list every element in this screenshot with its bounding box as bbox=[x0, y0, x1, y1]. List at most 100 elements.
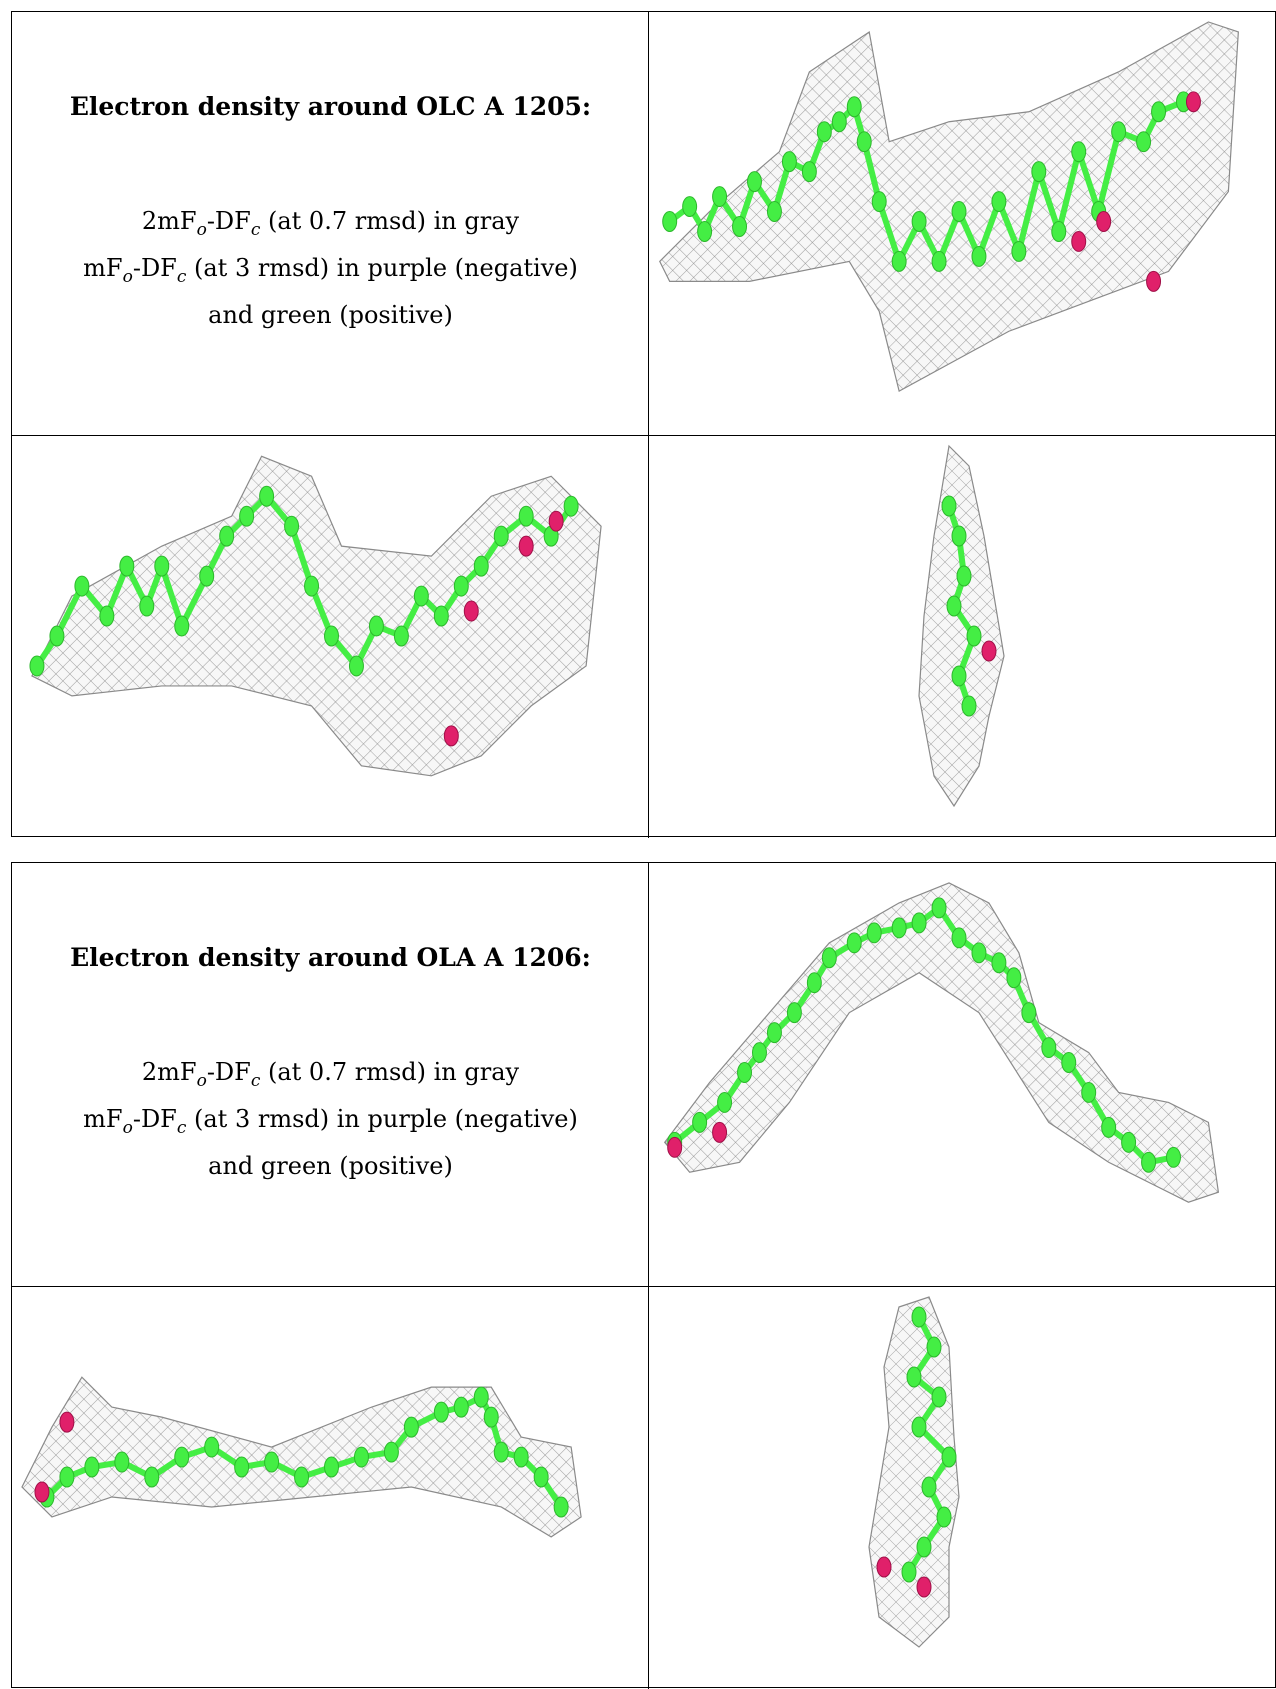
carbon-atom bbox=[119, 555, 135, 577]
caption-line-1: 2mFo-DFc (at 0.7 rmsd) in gray bbox=[12, 1053, 648, 1100]
carbon-atom bbox=[901, 1561, 917, 1583]
carbon-atom bbox=[911, 211, 927, 232]
carbon-atom bbox=[473, 555, 489, 577]
density-view bbox=[649, 863, 1276, 1287]
carbon-atom bbox=[1111, 121, 1127, 143]
panel-heading: Electron density around OLC A 1205: bbox=[69, 92, 592, 121]
carbon-atom bbox=[324, 625, 339, 647]
carbon-atom bbox=[493, 1441, 509, 1463]
caption-cell: Electron density around OLC A 1205: 2mFo… bbox=[12, 12, 649, 436]
caption-text: -DF bbox=[132, 253, 177, 282]
carbon-atom bbox=[1071, 141, 1087, 163]
caption-subscript: o bbox=[122, 266, 133, 287]
carbon-atom bbox=[1006, 967, 1022, 989]
figure-panel-ola-1206: Electron density around OLA A 1206: 2mFo… bbox=[11, 862, 1276, 1689]
carbon-atom bbox=[413, 585, 429, 607]
carbon-atom bbox=[393, 625, 409, 647]
caption-subscript: c bbox=[176, 1117, 187, 1138]
carbon-atom bbox=[59, 1466, 75, 1488]
carbon-atom bbox=[926, 1336, 942, 1358]
oxygen-atom bbox=[1096, 211, 1112, 232]
carbon-atom bbox=[931, 1386, 947, 1408]
carbon-atom bbox=[831, 111, 847, 133]
oxygen-atom bbox=[667, 1136, 683, 1158]
oxygen-atom bbox=[1185, 91, 1201, 113]
caption-text: (at 3 rmsd) in purple (negative) bbox=[186, 253, 578, 282]
carbon-atom bbox=[931, 897, 947, 919]
carbon-atom bbox=[304, 575, 320, 597]
carbon-atom bbox=[1031, 161, 1047, 183]
oxygen-atom bbox=[59, 1411, 75, 1433]
carbon-atom bbox=[891, 250, 907, 272]
carbon-atom bbox=[1081, 1081, 1097, 1103]
carbon-atom bbox=[911, 1416, 927, 1438]
carbon-atom bbox=[871, 191, 887, 213]
caption-subscript: o bbox=[122, 1117, 133, 1138]
carbon-atom bbox=[737, 1062, 752, 1083]
density-mesh-lines bbox=[869, 1297, 959, 1647]
carbon-atom bbox=[433, 1401, 449, 1423]
carbon-atom bbox=[1061, 1052, 1077, 1074]
carbon-atom bbox=[49, 625, 65, 647]
carbon-atom bbox=[766, 201, 782, 223]
carbon-atom bbox=[697, 221, 713, 242]
carbon-atom bbox=[1051, 221, 1067, 242]
carbon-atom bbox=[906, 1366, 922, 1388]
carbon-atom bbox=[563, 495, 579, 517]
carbon-atom bbox=[1141, 1151, 1157, 1173]
carbon-atom bbox=[493, 525, 509, 547]
carbon-atom bbox=[821, 947, 837, 969]
carbon-atom bbox=[1166, 1146, 1181, 1168]
carbon-atom bbox=[518, 505, 534, 527]
carbon-atom bbox=[84, 1456, 100, 1478]
caption-text: mF bbox=[83, 253, 123, 282]
carbon-atom bbox=[956, 565, 972, 587]
carbon-atom bbox=[781, 151, 797, 173]
carbon-atom bbox=[483, 1406, 499, 1428]
panel-caption: 2mFo-DFc (at 0.7 rmsd) in gray mFo-DFc (… bbox=[12, 1053, 648, 1185]
carbon-atom bbox=[916, 1536, 932, 1558]
caption-subscript: o bbox=[196, 1070, 207, 1091]
carbon-atom bbox=[1101, 1116, 1117, 1138]
carbon-atom bbox=[433, 605, 449, 627]
carbon-atom bbox=[383, 1441, 399, 1463]
oxygen-atom bbox=[518, 535, 534, 557]
carbon-atom bbox=[368, 615, 384, 637]
carbon-chain-bonds bbox=[906, 1315, 952, 1574]
oxygen-atom bbox=[1071, 230, 1087, 252]
carbon-atom bbox=[911, 912, 927, 934]
carbon-atom bbox=[294, 1466, 310, 1488]
carbon-atom bbox=[234, 1456, 250, 1478]
carbon-atom bbox=[766, 1022, 782, 1044]
carbon-atom bbox=[139, 595, 155, 617]
carbon-atom bbox=[144, 1466, 160, 1488]
caption-text: -DF bbox=[132, 1104, 177, 1133]
carbon-atom bbox=[99, 605, 115, 627]
oxygen-atom bbox=[981, 640, 997, 662]
oxygen-atom bbox=[712, 1121, 728, 1143]
carbon-atom bbox=[961, 695, 977, 717]
caption-text: (at 0.7 rmsd) in gray bbox=[260, 1058, 520, 1086]
carbon-atom bbox=[114, 1451, 130, 1473]
density-mesh bbox=[658, 21, 1239, 392]
carbon-atom bbox=[966, 625, 982, 647]
carbon-atom bbox=[866, 922, 882, 944]
density-view bbox=[12, 436, 649, 838]
carbon-atom bbox=[786, 1002, 802, 1024]
carbon-atom bbox=[74, 575, 90, 597]
caption-text: (at 3 rmsd) in purple (negative) bbox=[186, 1104, 578, 1133]
carbon-atom bbox=[941, 495, 957, 517]
carbon-atom bbox=[284, 515, 300, 537]
caption-text: mF bbox=[83, 1104, 123, 1133]
density-view bbox=[649, 436, 1276, 838]
oxygen-atom bbox=[1146, 270, 1162, 292]
carbon-atom bbox=[259, 485, 275, 507]
panel-heading: Electron density around OLA A 1206: bbox=[70, 943, 591, 972]
panel-caption: 2mFo-DFc (at 0.7 rmsd) in gray mFo-DFc (… bbox=[12, 202, 648, 334]
carbon-atom bbox=[1151, 101, 1167, 123]
carbon-atom bbox=[941, 1446, 957, 1468]
caption-cell: Electron density around OLA A 1206: 2mFo… bbox=[12, 863, 649, 1287]
carbon-atom bbox=[154, 555, 170, 577]
density-view bbox=[649, 12, 1276, 436]
oxygen-atom bbox=[443, 725, 459, 747]
